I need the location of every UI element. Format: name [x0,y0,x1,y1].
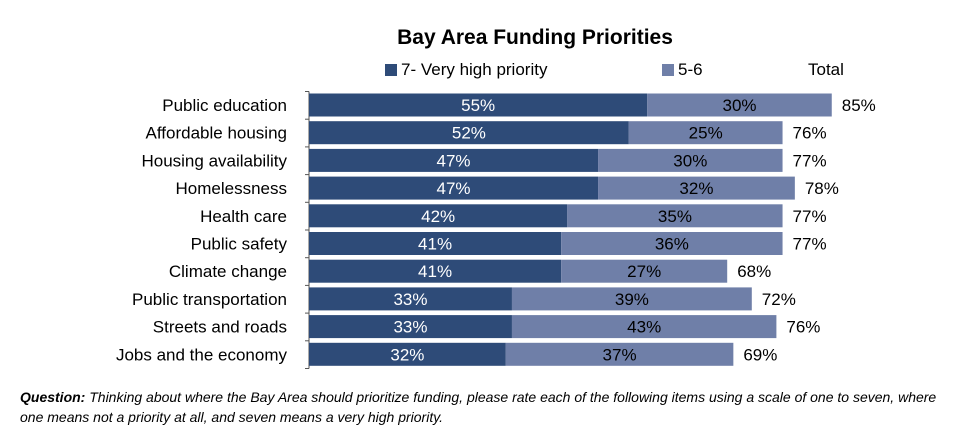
bar-very-high [309,93,648,117]
legend-item-very-high: 7- Very high priority [385,60,547,80]
bar-very-high [309,232,562,255]
data-label-very-high: 47% [437,151,471,170]
total-label: 72% [762,290,796,309]
category-label: Public safety [191,235,288,254]
question-footnote: Question: Thinking about where the Bay A… [20,387,950,427]
total-label: 76% [786,318,820,337]
bar-5-6 [598,176,795,200]
data-label-5-6: 30% [673,151,707,170]
data-label-very-high: 41% [418,235,452,254]
category-label: Housing availability [141,151,287,170]
data-label-very-high: 52% [452,124,486,143]
category-label: Public education [162,96,287,115]
total-label: 78% [805,179,839,198]
category-label: Affordable housing [146,124,287,143]
total-label: 77% [793,235,827,254]
legend-swatch-very-high [385,64,397,76]
legend-label-5-6: 5-6 [678,60,703,79]
data-label-5-6: 39% [615,290,649,309]
data-label-very-high: 55% [461,96,495,115]
bar-very-high [309,204,568,228]
category-label: Homelessness [176,179,288,198]
data-label-5-6: 37% [603,345,637,364]
chart-title: Bay Area Funding Priorities [397,26,673,49]
data-label-5-6: 25% [689,124,723,143]
bar-very-high [309,287,512,311]
category-label: Public transportation [132,290,287,309]
total-label: 76% [793,124,827,143]
bar-5-6 [511,287,752,311]
data-label-very-high: 32% [390,345,424,364]
total-label: 85% [842,96,876,115]
bar-5-6 [561,259,728,283]
data-label-very-high: 42% [421,207,455,226]
bar-5-6 [561,232,783,255]
data-label-very-high: 47% [437,179,471,198]
data-label-5-6: 30% [722,96,756,115]
data-label-very-high: 33% [393,318,427,337]
total-label: 68% [737,262,771,281]
bar-5-6 [567,204,783,228]
data-label-5-6: 35% [658,207,692,226]
bar-very-high [309,342,506,366]
bar-very-high [309,176,599,200]
data-label-5-6: 32% [679,179,713,198]
bar-5-6 [647,93,832,117]
data-label-5-6: 36% [655,235,689,254]
legend-label-very-high: 7- Very high priority [401,60,548,79]
data-label-very-high: 41% [418,262,452,281]
category-label: Climate change [169,262,287,281]
category-label: Streets and roads [153,318,287,337]
footnote-text: Thinking about where the Bay Area should… [20,389,937,425]
bar-5-6 [511,315,777,339]
data-label-5-6: 27% [627,262,661,281]
bar-chart: Public education 55% 30% 85% Affordable hous… [116,91,876,369]
footnote-label: Question: [20,389,86,405]
category-label: Jobs and the economy [116,345,288,364]
bar-5-6 [598,148,783,172]
data-label-very-high: 33% [393,290,427,309]
total-label: 69% [743,345,777,364]
data-label-5-6: 43% [627,318,661,337]
legend-item-5-6: 5-6 [662,60,703,80]
bar-very-high [309,148,599,172]
total-label: 77% [793,151,827,170]
bar-5-6 [505,342,734,366]
bar-very-high [309,121,629,145]
category-label: Health care [200,207,287,226]
totals-header: Total [808,60,844,79]
bar-very-high [309,315,512,339]
bar-5-6 [628,121,783,145]
bar-very-high [309,259,562,283]
legend-swatch-5-6 [662,64,674,76]
total-label: 77% [793,207,827,226]
